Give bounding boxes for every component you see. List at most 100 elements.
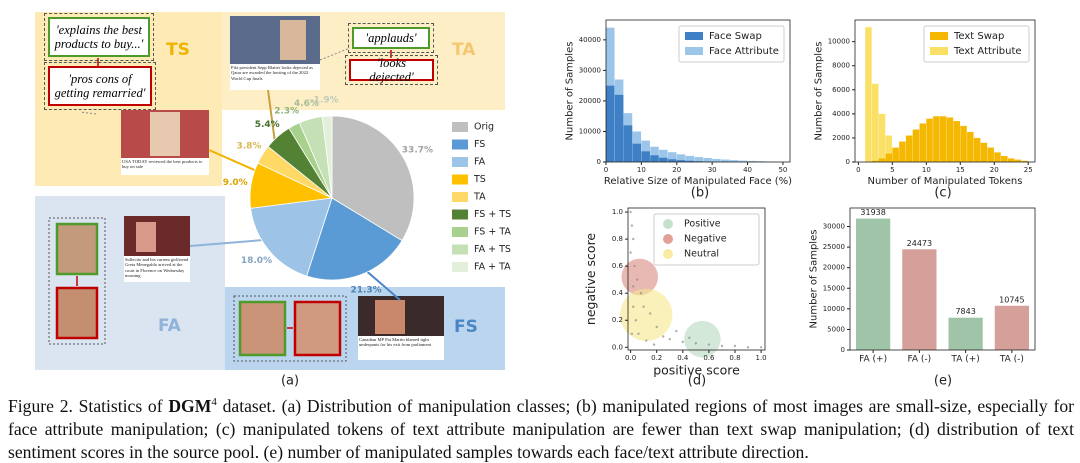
x-tick-label: 0.2 [651,354,662,362]
caption-text: Statistics of [78,395,169,416]
hist-bar [685,155,695,162]
y-tick-label: 0 [597,158,601,166]
sample-point [668,337,671,341]
y-tick-label: 4000 [832,110,850,118]
slice-label: 33.7% [402,145,433,155]
legend-marker [452,227,468,237]
hist-bar [1014,159,1022,162]
hist-bar [878,113,886,162]
x-axis-label: Number of Manipulated Tokens [868,176,1023,187]
hist-bar [738,160,748,162]
y-tick-label: 15000 [823,284,845,292]
hist-bar [623,125,633,162]
hist-bar [650,155,659,162]
legend-marker [685,47,703,55]
x-tick-label: 15 [956,166,965,174]
caption-label: Figure 2. [8,395,79,416]
y-tick-label: 10000 [579,127,601,135]
x-tick-label: 0.4 [677,354,689,362]
y-tick-label: 30000 [579,66,601,74]
sample-point [759,346,763,349]
face-original [238,300,287,357]
hist-bar [676,160,686,162]
hist-bar [946,117,954,162]
legend-marker [452,262,468,272]
panel-label: (a) [281,374,299,389]
legend-label: Text Attribute [953,46,1022,57]
pie-slice [250,197,333,277]
slice-label: 2.3% [274,107,299,117]
photo-detail [280,20,306,60]
photo [124,216,190,256]
legend-marker [663,249,673,259]
hist-bar [967,131,974,162]
plot-frame [605,19,791,163]
photo-detail [150,112,180,156]
legend-marker [452,157,468,167]
score-region [684,320,721,358]
legend-marker [452,192,468,202]
legend-marker [452,244,468,255]
legend-label: Face Attribute [709,46,779,57]
slice-label: 9.0% [223,178,248,188]
x-tick-label: FA (+) [859,355,887,365]
plot-frame [854,19,1036,163]
bar [948,317,983,350]
slice-label: 3.8% [236,142,261,152]
sample-point [637,332,640,335]
y-tick-label: 25000 [823,243,845,251]
dash-frame [233,295,347,362]
x-tick-label: TA (-) [999,355,1024,365]
x-tick-label: 25 [1024,166,1033,174]
x-tick-label: FA (-) [908,355,932,365]
legend-marker [452,122,468,132]
legend-box [653,213,760,266]
bar [902,249,937,350]
sample-point [629,210,632,214]
y-axis-label: negative score [583,233,598,326]
y-tick-label: 20000 [579,97,601,105]
photo-detail [375,300,405,334]
quote-original: 'explains the best products to buy...' [44,13,154,61]
x-tick-label: 10 [922,166,931,174]
photo [230,16,320,64]
hist-bar [685,160,695,162]
panel-label: (d) [688,374,706,389]
pie-slice [306,197,403,281]
legend-label: FA [474,157,486,168]
sample-point [632,237,635,241]
x-tick-label: 30 [708,166,717,174]
x-tick-label: 10 [637,166,646,174]
sample-point [635,278,639,281]
y-tick-label: 0.4 [612,289,624,297]
x-tick-label: 0.6 [703,354,715,362]
hist-bar [905,135,913,162]
pie-slice [321,115,333,199]
bar-value-label: 10745 [999,295,1024,304]
bar-value-label: 7843 [955,307,975,316]
hist-bar [614,94,624,162]
bar-value-label: 24473 [907,239,932,248]
legend-label: Positive [684,219,721,230]
y-tick-label: 6000 [832,86,850,94]
x-axis-label: positive score [653,362,740,377]
y-tick-label: 0 [846,158,850,166]
dash-link [319,47,351,61]
slice-label: 5.4% [255,120,280,130]
slice-label: 4.6% [294,99,319,109]
hist-bar [885,135,893,162]
hist-bar [667,159,677,162]
y-tick-label: 0.6 [612,262,624,270]
hist-bar [650,146,659,162]
x-tick-label: 20 [672,166,681,174]
hist-bar [885,153,893,162]
hist-bar [632,143,642,162]
quote-manipulated: 'looks dejected' [345,55,438,85]
region-label: FS [454,317,478,337]
sample-point [630,224,634,227]
hist-bar [865,27,872,163]
pie-slice [331,115,415,242]
hist-bar [899,141,906,162]
hist-bar [606,85,615,162]
legend-label: Text Swap [953,31,1004,42]
